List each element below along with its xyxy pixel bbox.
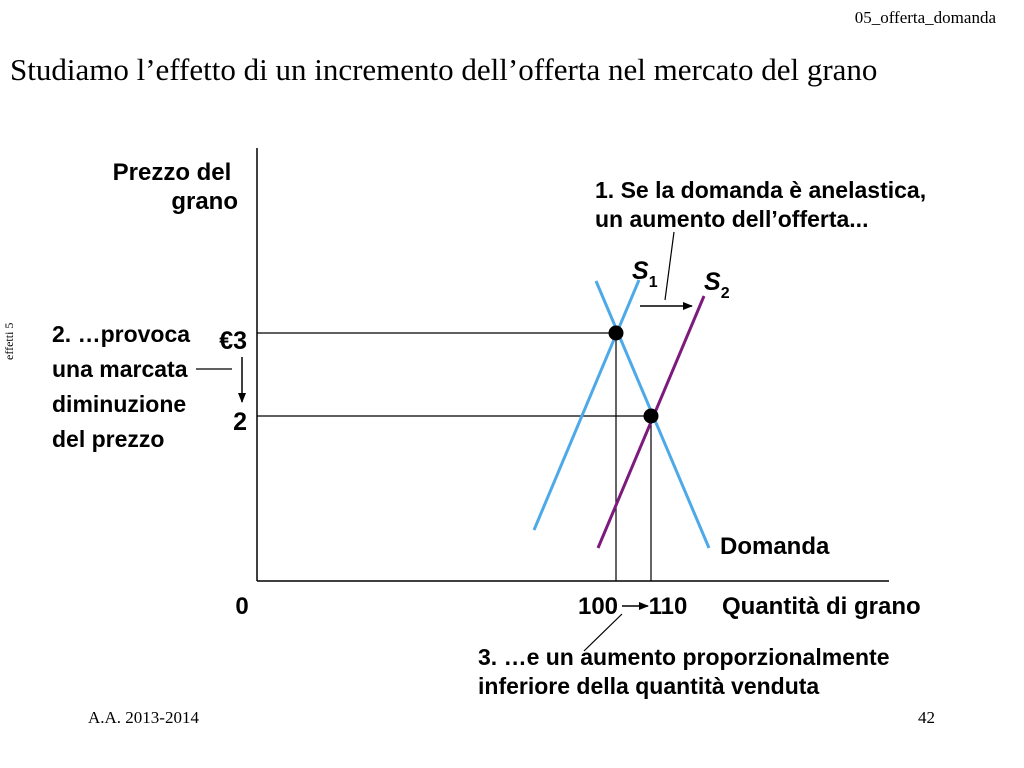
y-axis-label-line-2: grano (171, 188, 238, 215)
y-axis-label: Prezzo del grano (113, 159, 238, 215)
annotation-step-2: 2. …provoca una marcata diminuzione del … (52, 321, 196, 452)
price-label-initial: €3 (219, 327, 247, 355)
annotation-step-1: 1. Se la domanda è anelastica, un aument… (595, 177, 933, 232)
footer-course-year: A.A. 2013-2014 (88, 708, 199, 727)
annotation-step-2-line-2: una marcata (52, 356, 188, 382)
supply-1-label: S1 (632, 257, 658, 291)
demand-label: Domanda (720, 533, 830, 560)
footer-page-number: 42 (918, 708, 935, 727)
origin-label: 0 (235, 593, 248, 620)
supply-2-label: S2 (704, 268, 730, 302)
annotation-step-3: 3. …e un aumento proporzionalmente infer… (478, 644, 896, 699)
annotation-step-1-line-1: 1. Se la domanda è anelastica, (595, 177, 926, 203)
annotation-step-1-line-2: un aumento dell’offerta... (595, 206, 868, 232)
supply-2-subscript: 2 (721, 285, 730, 302)
annotation-step-2-line-3: diminuzione (52, 391, 186, 417)
annotation-step-1-pointer (664, 231, 675, 301)
quantity-label-initial: 100 (578, 593, 618, 620)
annotation-step-3-pointer (583, 613, 623, 652)
quantity-label-final: 110 (649, 593, 688, 620)
page-title: Studiamo l’effetto di un incremento dell… (10, 52, 878, 87)
supply-2-letter: S (704, 268, 721, 296)
slide-tag: 05_offerta_domanda (854, 8, 996, 27)
supply-1-subscript: 1 (649, 274, 658, 291)
y-axis-label-line-1: Prezzo del (113, 159, 232, 186)
equilibrium-point-initial (608, 325, 624, 341)
price-label-final: 2 (233, 408, 247, 436)
equilibrium-point-final (643, 408, 659, 424)
annotation-step-2-line-1: 2. …provoca (52, 321, 190, 347)
annotation-step-2-line-4: del prezzo (52, 426, 164, 452)
supply-curve-1 (532, 279, 641, 531)
annotation-step-3-line-1: 3. …e un aumento proporzionalmente (478, 644, 889, 670)
annotation-step-3-line-2: inferiore della quantità venduta (478, 673, 819, 699)
x-axis-label: Quantità di grano (722, 593, 921, 620)
supply-1-letter: S (632, 257, 649, 285)
